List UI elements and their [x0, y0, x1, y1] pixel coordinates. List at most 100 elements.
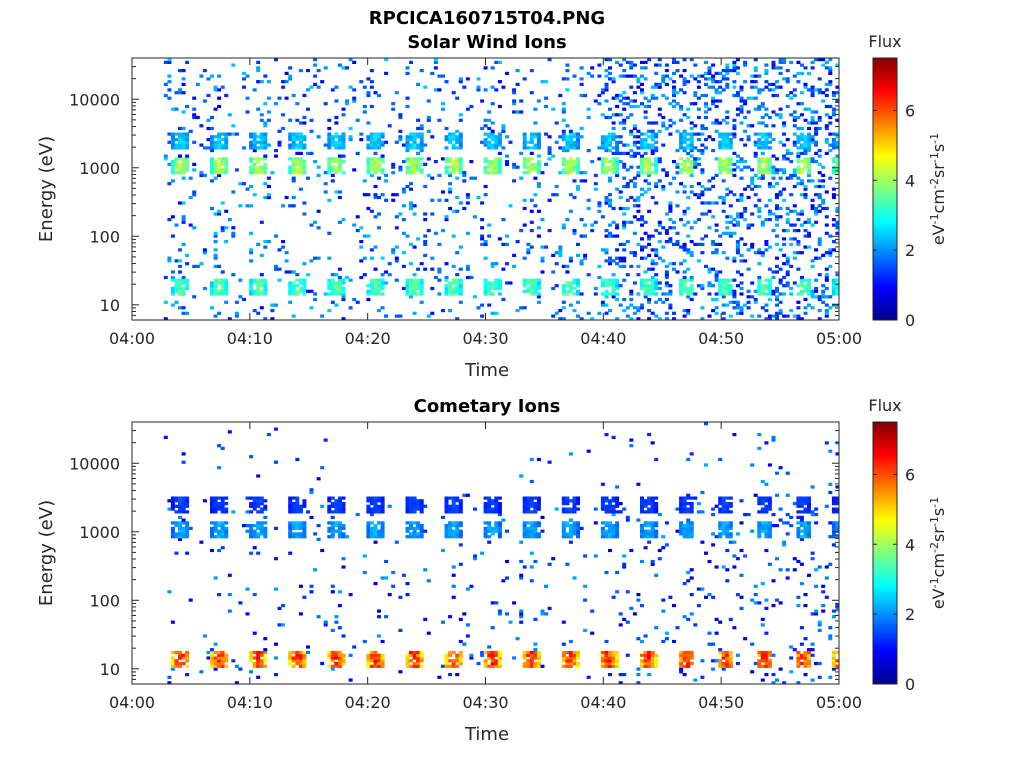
heatmap-cell	[170, 278, 175, 282]
heatmap-cell	[480, 218, 485, 222]
heatmap-cell	[451, 160, 456, 164]
heatmap-cell	[412, 650, 417, 655]
heatmap-cell	[615, 502, 620, 506]
heatmap-cell	[519, 540, 524, 544]
heatmap-cell	[650, 195, 655, 200]
heatmap-cell	[590, 609, 595, 613]
heatmap-cell	[220, 85, 225, 89]
heatmap-cell	[579, 259, 584, 263]
heatmap-cell	[242, 71, 246, 75]
heatmap-cell	[330, 521, 335, 525]
heatmap-cell	[220, 226, 225, 230]
heatmap-cell	[487, 118, 492, 122]
heatmap-cell	[647, 253, 652, 257]
heatmap-cell	[213, 499, 218, 503]
heatmap-cell	[782, 314, 787, 318]
heatmap-cell	[657, 107, 662, 111]
heatmap-cell	[579, 218, 584, 222]
heatmap-cell	[604, 143, 609, 147]
heatmap-cell	[785, 80, 790, 84]
heatmap-cell	[828, 121, 833, 125]
heatmap-cell	[771, 66, 776, 70]
heatmap-cell	[455, 281, 460, 285]
heatmap-cell	[263, 281, 268, 285]
heatmap-cell	[405, 66, 410, 70]
heatmap-cell	[416, 160, 421, 164]
heatmap-cell	[369, 281, 374, 285]
heatmap-cell	[572, 165, 577, 169]
heatmap-cell	[369, 532, 374, 536]
heatmap-cell	[600, 215, 605, 219]
heatmap-cell	[576, 661, 580, 666]
heatmap-cell	[675, 91, 680, 95]
heatmap-cell	[561, 146, 566, 150]
heatmap-cell	[458, 656, 463, 660]
heatmap-cell	[682, 132, 687, 136]
heatmap-cell	[224, 209, 229, 213]
heatmap-cell	[533, 664, 538, 668]
heatmap-cell	[373, 151, 378, 155]
heatmap-cell	[814, 248, 819, 252]
heatmap-cell	[256, 171, 261, 175]
heatmap-cell	[650, 504, 655, 508]
heatmap-cell	[458, 653, 463, 657]
heatmap-cell	[551, 314, 556, 318]
heatmap-cell	[718, 85, 723, 89]
heatmap-cell	[249, 143, 254, 147]
heatmap-cell	[778, 66, 783, 70]
heatmap-cell	[824, 286, 829, 291]
heatmap-cell	[757, 286, 762, 291]
heatmap-cell	[789, 91, 794, 95]
heatmap-cell	[533, 661, 538, 666]
heatmap-cell	[170, 234, 175, 238]
heatmap-cell	[224, 284, 229, 288]
heatmap-cell	[430, 212, 435, 216]
heatmap-cell	[167, 499, 172, 503]
heatmap-cell	[256, 675, 261, 679]
heatmap-cell	[600, 303, 605, 307]
heatmap-cell	[505, 154, 509, 158]
heatmap-cell	[380, 656, 385, 660]
heatmap-cell	[249, 248, 254, 252]
heatmap-cell	[327, 143, 332, 147]
heatmap-cell	[529, 496, 534, 500]
heatmap-cell	[572, 231, 577, 235]
heatmap-cell	[441, 620, 445, 624]
heatmap-cell	[494, 286, 499, 291]
heatmap-cell	[796, 306, 801, 310]
heatmap-cell	[544, 162, 549, 166]
heatmap-cell	[604, 146, 609, 150]
heatmap-cell	[707, 642, 712, 646]
heatmap-cell	[604, 656, 609, 660]
heatmap-cell	[647, 309, 652, 313]
heatmap-cell	[664, 63, 669, 67]
heatmap-cell	[668, 226, 673, 230]
heatmap-cell	[647, 499, 652, 503]
heatmap-cell	[213, 256, 218, 260]
heatmap-cell	[373, 195, 378, 200]
heatmap-cell	[295, 132, 300, 136]
heatmap-cell	[654, 121, 659, 125]
heatmap-cell	[409, 526, 413, 530]
heatmap-cell	[412, 510, 417, 514]
heatmap-cell	[337, 496, 342, 500]
heatmap-cell	[544, 612, 549, 616]
heatmap-cell	[302, 168, 307, 172]
heatmap-cell	[497, 496, 502, 500]
heatmap-cell	[686, 292, 691, 296]
heatmap-cell	[181, 77, 186, 81]
heatmap-cell	[405, 281, 410, 285]
heatmap-cell	[725, 284, 730, 288]
heatmap-cell	[259, 143, 264, 147]
heatmap-cell	[775, 317, 779, 321]
heatmap-cell	[600, 535, 605, 539]
heatmap-cell	[380, 143, 385, 147]
heatmap-cell	[536, 661, 541, 666]
heatmap-cell	[412, 284, 417, 288]
heatmap-cell	[835, 231, 840, 235]
heatmap-cell	[224, 138, 229, 142]
heatmap-cell	[807, 231, 811, 235]
heatmap-cell	[405, 289, 410, 293]
heatmap-cell	[533, 135, 538, 139]
heatmap-cell	[803, 138, 808, 142]
